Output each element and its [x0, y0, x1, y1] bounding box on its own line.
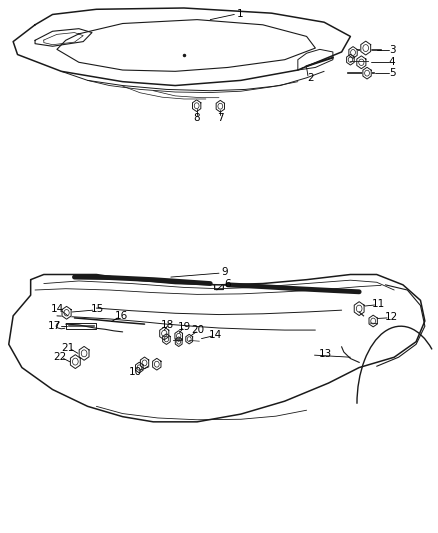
Text: 11: 11: [372, 299, 385, 309]
Polygon shape: [140, 357, 149, 369]
Text: 15: 15: [91, 304, 104, 314]
Polygon shape: [62, 306, 71, 319]
Text: 22: 22: [53, 352, 67, 362]
Polygon shape: [162, 334, 170, 344]
Text: 20: 20: [191, 325, 205, 335]
Text: 7: 7: [217, 113, 224, 123]
Text: 6: 6: [224, 279, 231, 288]
Polygon shape: [152, 358, 161, 370]
Polygon shape: [346, 54, 354, 65]
Polygon shape: [186, 334, 193, 344]
Text: 21: 21: [61, 343, 74, 353]
Polygon shape: [216, 100, 225, 112]
Polygon shape: [363, 67, 371, 79]
Text: 5: 5: [389, 68, 396, 78]
Text: 17: 17: [48, 321, 61, 331]
Polygon shape: [71, 354, 80, 368]
Text: 3: 3: [389, 45, 396, 55]
Polygon shape: [160, 327, 169, 340]
Text: 14: 14: [51, 304, 64, 314]
Polygon shape: [369, 315, 378, 327]
Text: 8: 8: [193, 113, 200, 123]
Text: 18: 18: [161, 320, 174, 329]
Text: 1: 1: [237, 9, 244, 19]
Polygon shape: [354, 302, 364, 316]
Polygon shape: [192, 100, 201, 111]
Polygon shape: [361, 41, 371, 55]
Text: 10: 10: [129, 367, 142, 377]
Text: 9: 9: [221, 267, 228, 277]
Text: 12: 12: [385, 312, 398, 322]
Text: 4: 4: [389, 56, 396, 67]
Polygon shape: [175, 337, 182, 346]
Polygon shape: [175, 330, 183, 341]
Text: 2: 2: [307, 74, 314, 83]
Text: 14: 14: [209, 330, 222, 340]
Text: 16: 16: [115, 311, 128, 321]
Polygon shape: [135, 362, 143, 373]
Polygon shape: [79, 346, 89, 360]
Text: 19: 19: [177, 322, 191, 332]
Polygon shape: [349, 46, 357, 58]
Text: 13: 13: [318, 349, 332, 359]
Polygon shape: [357, 56, 366, 69]
